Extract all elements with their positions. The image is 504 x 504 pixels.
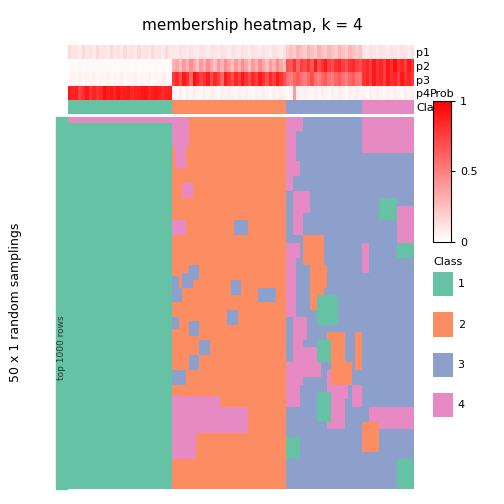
Text: 4: 4 (458, 400, 465, 410)
Text: top 1000 rows: top 1000 rows (57, 315, 66, 380)
Text: 1: 1 (458, 279, 465, 289)
Title: Prob: Prob (430, 89, 455, 99)
Text: membership heatmap, k = 4: membership heatmap, k = 4 (142, 18, 362, 33)
Text: 3: 3 (458, 360, 465, 370)
Text: 50 x 1 random samplings: 50 x 1 random samplings (9, 223, 22, 383)
Text: 2: 2 (458, 320, 465, 330)
Text: Class: Class (433, 257, 463, 267)
